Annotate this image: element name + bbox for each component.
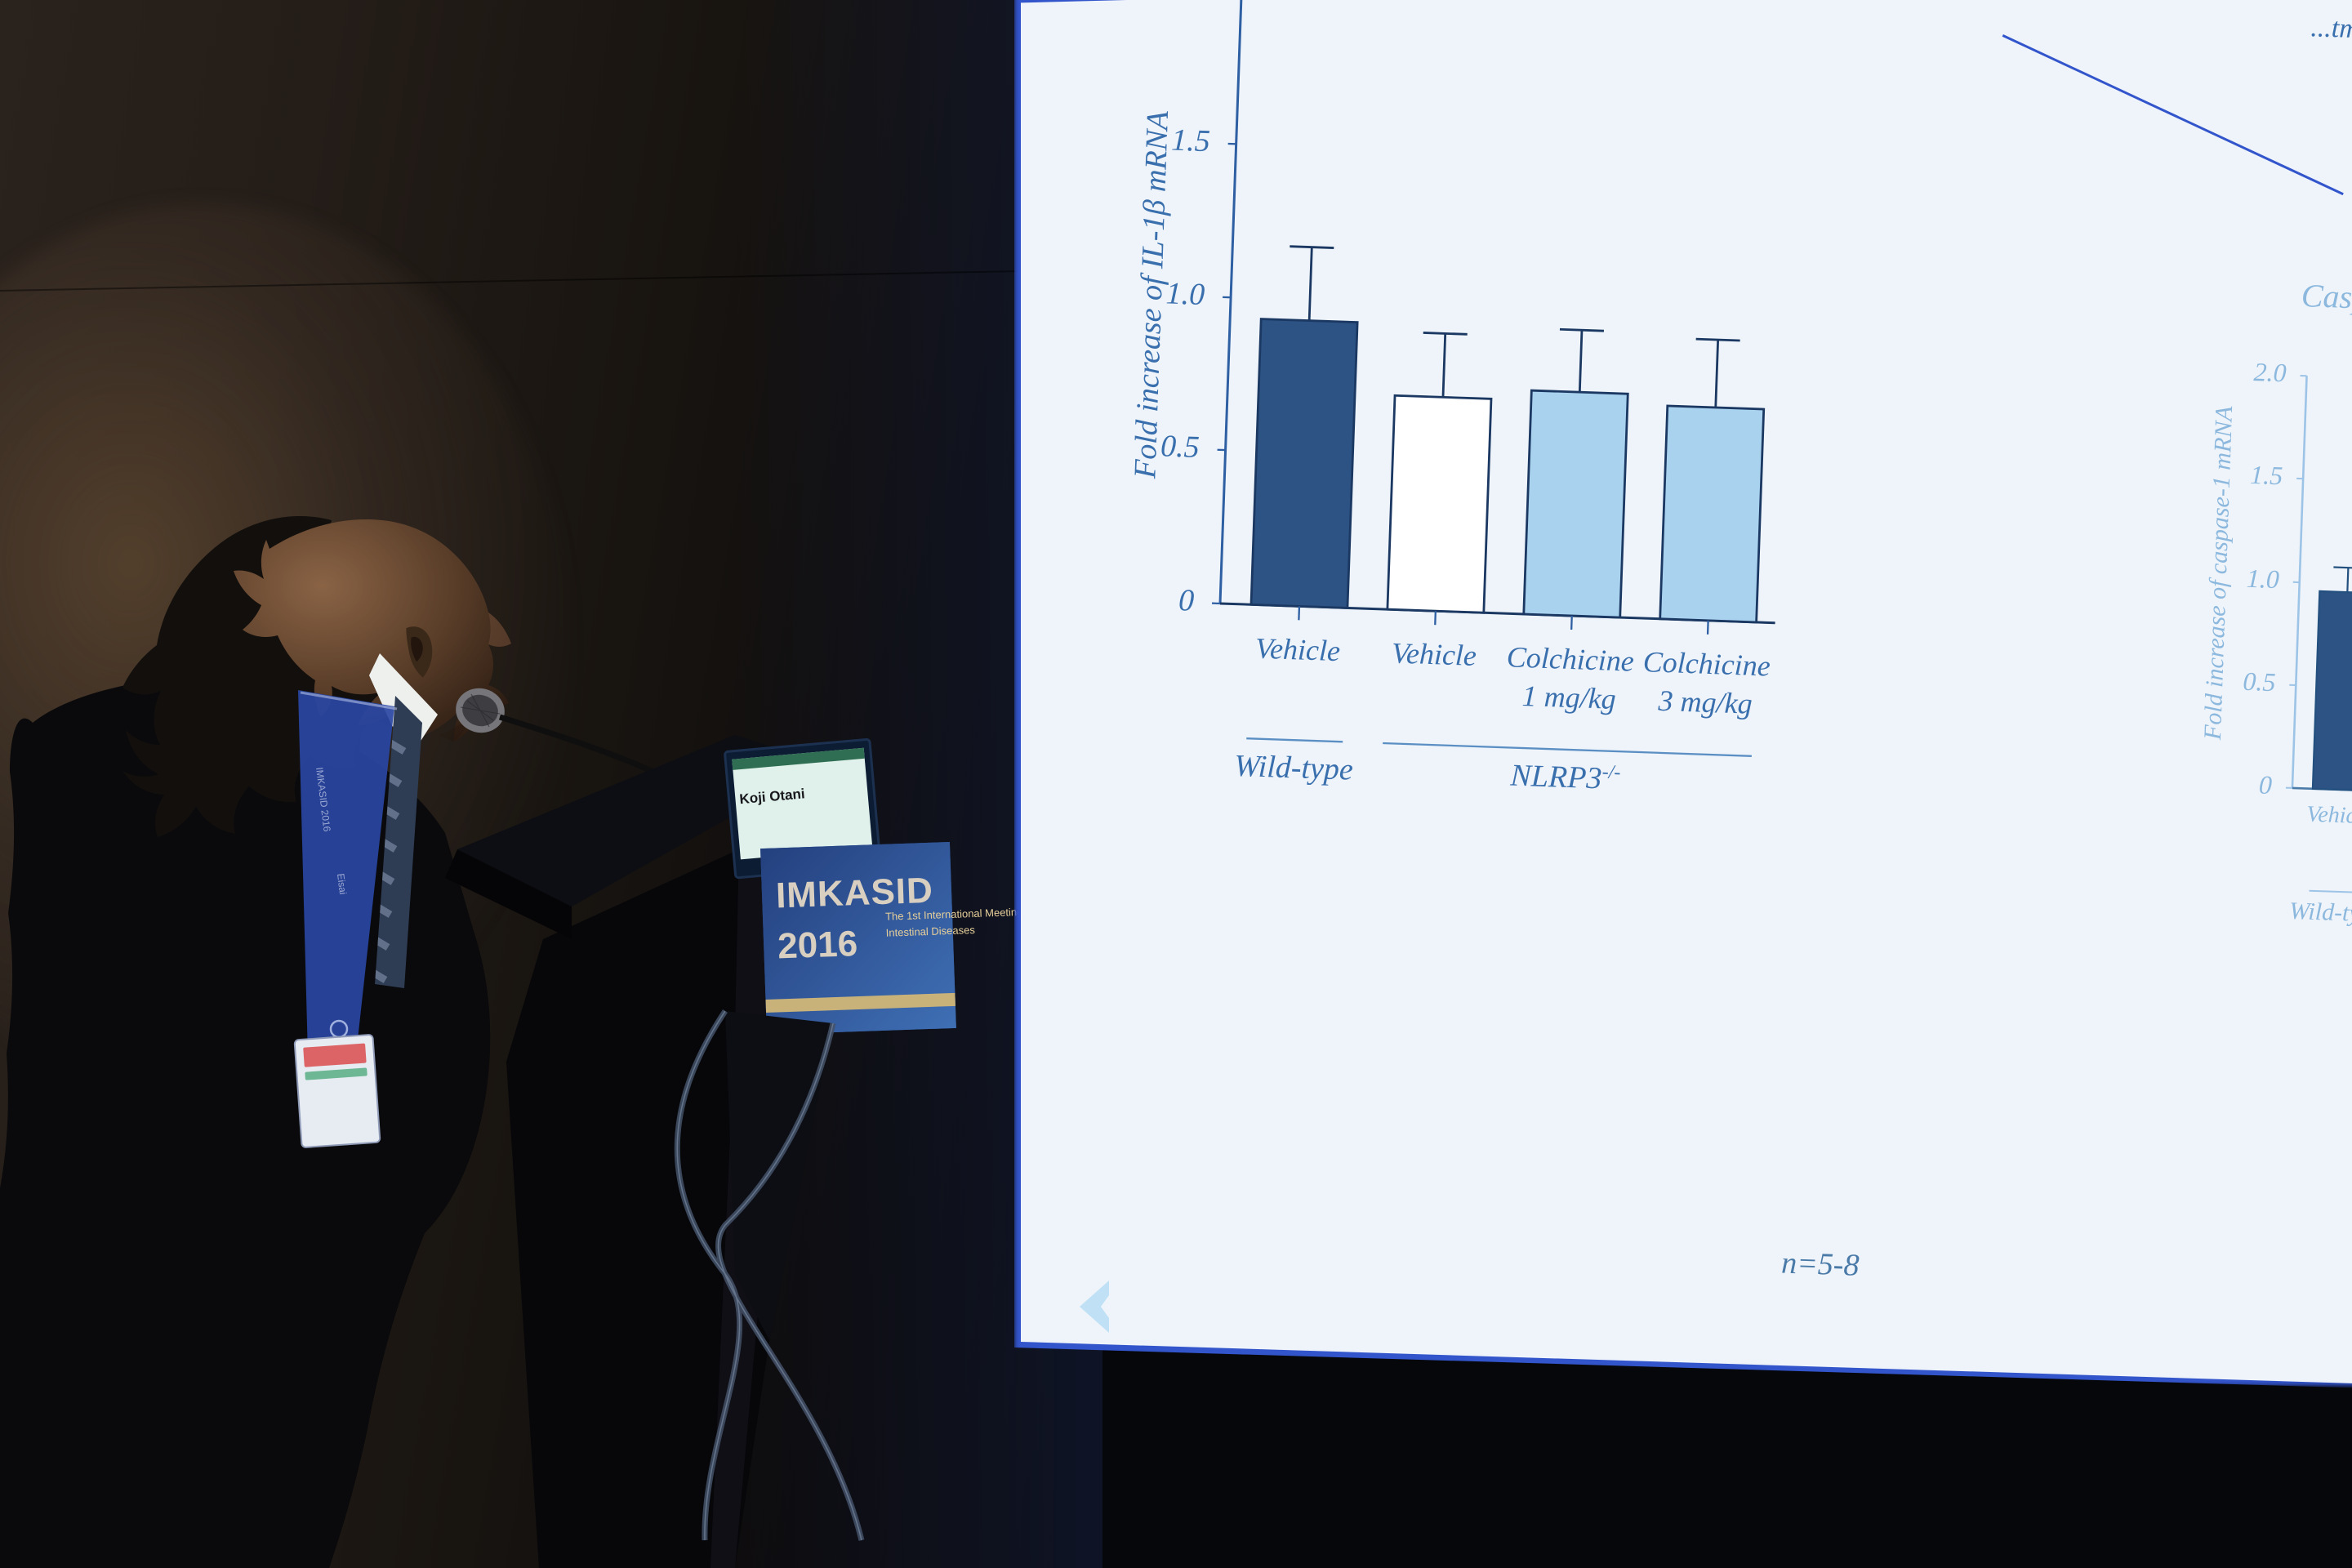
svg-text:2.0: 2.0 (2253, 357, 2287, 387)
svg-text:0: 0 (1178, 583, 1194, 618)
svg-text:1.0: 1.0 (1165, 276, 1205, 312)
svg-text:Fold increase of caspase-1 mRN: Fold increase of caspase-1 mRNA (2199, 405, 2238, 741)
svg-text:1.0: 1.0 (2246, 564, 2279, 594)
svg-text:Colchicine: Colchicine (1642, 645, 1771, 682)
svg-text:1.5: 1.5 (2250, 460, 2283, 490)
svg-text:1.5: 1.5 (1171, 123, 1211, 159)
svg-text:Colchicine: Colchicine (1506, 640, 1634, 677)
svg-text:0: 0 (2258, 770, 2272, 800)
svg-text:3 mg/kg: 3 mg/kg (1657, 684, 1753, 720)
svg-text:Caspase-1: Caspase-1 (2301, 277, 2352, 318)
svg-text:Vehicle: Vehicle (1254, 632, 1340, 668)
svg-text:n=5-8: n=5-8 (1781, 1245, 1860, 1282)
svg-text:Wild-type: Wild-type (2289, 898, 2352, 928)
svg-text:Wild-type: Wild-type (1234, 749, 1354, 787)
svg-text:Fold increase of IL-1β mRNA: Fold increase of IL-1β mRNA (1128, 109, 1175, 479)
svg-text:0.5: 0.5 (2243, 666, 2276, 697)
svg-text:1 mg/kg: 1 mg/kg (1521, 679, 1616, 715)
svg-text:Vehicle: Vehicle (2306, 802, 2352, 830)
svg-text:2.0: 2.0 (1176, 0, 1216, 6)
svg-text:0.5: 0.5 (1160, 429, 1200, 465)
svg-text:Vehicle: Vehicle (1391, 636, 1477, 672)
svg-text:NLRP3-/-: NLRP3-/- (1509, 758, 1621, 796)
